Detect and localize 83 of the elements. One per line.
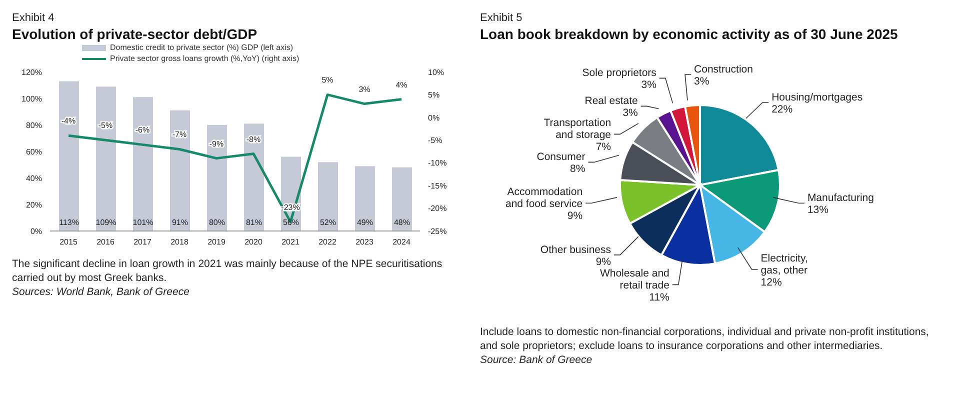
- x-tick-label: 2023: [356, 238, 374, 247]
- data-label: 11%: [649, 292, 670, 304]
- y2-tick-label: -10%: [428, 158, 447, 168]
- data-label: 48%: [394, 218, 410, 227]
- y2-tick-label: 5%: [428, 90, 440, 100]
- x-tick-label: 2018: [170, 238, 189, 247]
- bar: [96, 86, 116, 231]
- chart-subtitle: Exhibit 5: [480, 12, 524, 24]
- text: The significant decline in loan growth in 2021 was mainly because of the NPE securitisations carried out by most Greek banks.: [12, 257, 444, 285]
- slice-label: Construction: [694, 63, 754, 76]
- data-label: -5%: [98, 121, 113, 130]
- x-tick-label: 2020: [244, 238, 263, 247]
- data-label: -7%: [172, 130, 187, 140]
- data-label: -9%: [209, 139, 224, 148]
- data-label: -8%: [246, 134, 261, 144]
- y-tick-label: 40%: [26, 174, 42, 183]
- y-tick-label: 0%: [30, 226, 42, 236]
- y-tick-label: 20%: [26, 200, 42, 210]
- slice-label: Other business: [540, 244, 612, 256]
- y2-tick-label: -20%: [428, 204, 447, 214]
- data-label: 3%: [622, 107, 638, 120]
- data-label: 81%: [246, 218, 262, 227]
- data-label: 3%: [358, 84, 370, 94]
- data-label: 91%: [172, 218, 188, 227]
- x-tick-label: 2017: [134, 238, 152, 247]
- data-label: 3%: [694, 75, 710, 88]
- legend-label: Private sector gross loans growth (%,YoY) (right axis): [110, 53, 300, 64]
- slice-label: Manufacturing: [807, 192, 874, 204]
- data-label: 56%: [282, 218, 300, 227]
- x-tick-label: 2019: [208, 238, 226, 247]
- slice-label: Sole proprietors: [582, 67, 656, 80]
- data-label: 7%: [596, 141, 612, 154]
- bar: [170, 110, 190, 231]
- chart-title: Loan book breakdown by economic activity as of 30 June 2025: [480, 26, 899, 42]
- bar: [392, 167, 412, 231]
- data-label: 22%: [772, 103, 793, 116]
- data-label: 3%: [641, 79, 656, 92]
- chart-title: Evolution of private-sector debt/GDP: [12, 26, 258, 42]
- y2-tick-label: 10%: [428, 68, 444, 77]
- data-label: 9%: [567, 210, 583, 222]
- data-label: -6%: [135, 126, 150, 135]
- data-label: 5%: [322, 76, 334, 85]
- y-tick-label: 100%: [22, 94, 42, 104]
- data-label: 113%: [59, 218, 79, 227]
- text: Include loans to domestic non-financial corporations, individual and private non-profit institutions, and sole proprietors; exclude loans to insurance corporations and other intermediaries.: [480, 325, 930, 353]
- slice-label: Real estate: [584, 95, 638, 108]
- source-note: Source: Bank of Greece: [480, 353, 594, 367]
- x-tick-label: 2016: [96, 238, 115, 247]
- slice-label: Accommodation and food service: [505, 186, 583, 210]
- bar: [133, 97, 153, 231]
- slice-label: Transportation and storage: [544, 117, 612, 142]
- x-tick-label: 2024: [392, 238, 411, 247]
- x-tick-label: 2022: [318, 238, 337, 247]
- data-label: 9%: [596, 256, 612, 268]
- y2-tick-label: -25%: [428, 226, 447, 236]
- data-label: 52%: [320, 218, 336, 227]
- y-tick-label: 80%: [26, 120, 42, 130]
- data-label: 80%: [208, 218, 226, 227]
- y-tick-label: 120%: [22, 68, 42, 77]
- slice-label: Electricity, gas, other: [760, 252, 808, 276]
- y2-tick-label: 0%: [428, 113, 440, 122]
- y2-tick-label: -5%: [428, 136, 442, 145]
- slice-label: Wholesale and retail trade: [600, 268, 670, 292]
- data-label: 12%: [760, 276, 782, 288]
- x-tick-label: 2015: [60, 238, 78, 247]
- data-label: 101%: [132, 218, 154, 227]
- legend-label: Domestic credit to private sector (%) GDP (left axis): [110, 42, 294, 53]
- chart-subtitle: Exhibit 4: [12, 12, 56, 24]
- data-label: 49%: [356, 218, 374, 227]
- y-tick-label: 60%: [26, 147, 42, 156]
- source-note: Sources: World Bank, Bank of Greece: [12, 285, 190, 299]
- x-tick-label: 2021: [282, 238, 300, 247]
- bar: [355, 166, 375, 231]
- data-label: 109%: [96, 218, 116, 227]
- data-label: 8%: [570, 163, 586, 176]
- slice-label: Consumer: [536, 151, 586, 164]
- data-label: 13%: [807, 204, 828, 216]
- bar: [59, 81, 79, 231]
- slice-label: Housing/mortgages: [772, 91, 863, 104]
- bar: [318, 162, 338, 231]
- data-label: 4%: [396, 80, 408, 90]
- data-label: -4%: [61, 116, 76, 126]
- y2-tick-label: -15%: [428, 181, 447, 190]
